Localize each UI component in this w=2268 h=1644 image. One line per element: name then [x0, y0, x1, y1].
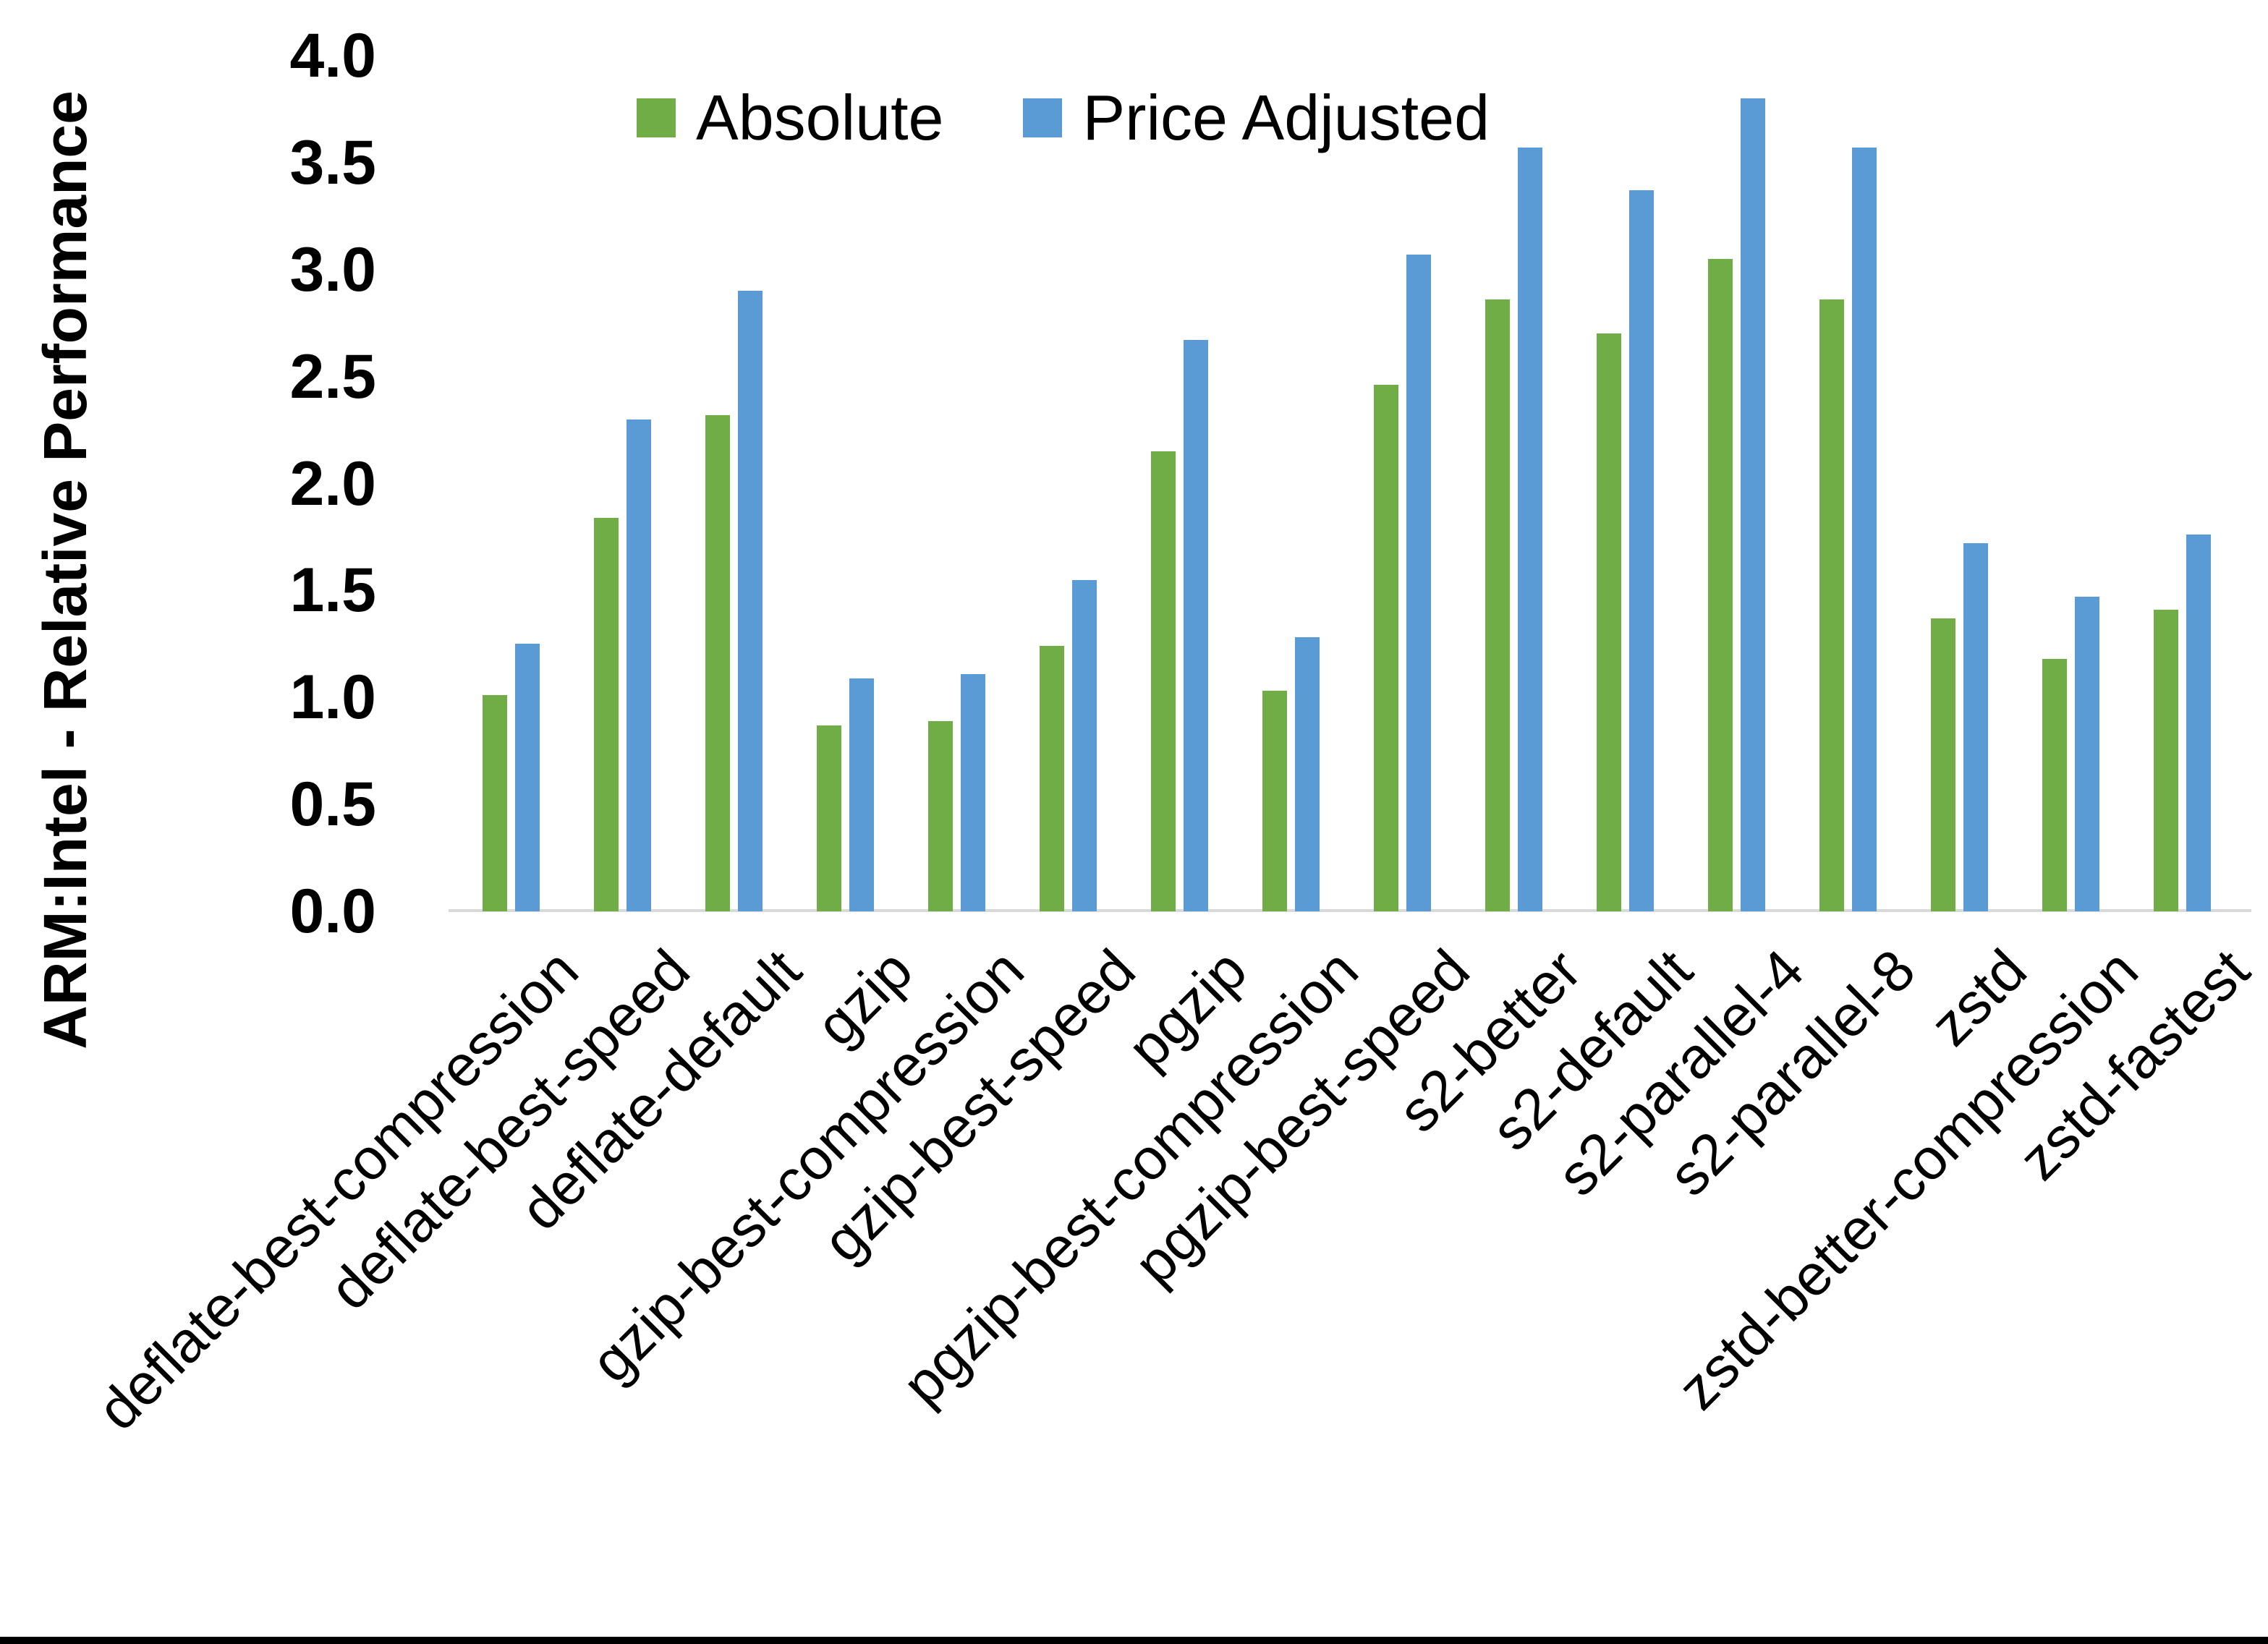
- bar-absolute: [817, 725, 841, 911]
- bar-absolute: [483, 695, 507, 911]
- legend-label-price-adjusted: Price Adjusted: [1082, 82, 1490, 153]
- legend-item-absolute: Absolute: [637, 81, 943, 155]
- y-axis-title: ARM:Intel - Relative Performance: [31, 90, 99, 1049]
- bar-absolute: [1040, 646, 1064, 911]
- y-tick-label: 1.5: [289, 555, 376, 626]
- legend-item-price-adjusted: Price Adjusted: [1023, 81, 1490, 155]
- y-tick-label: 3.5: [289, 127, 376, 197]
- y-tick-label: 0.5: [289, 770, 376, 840]
- bar-price-adjusted: [738, 291, 763, 911]
- y-tick-label: 2.0: [289, 448, 376, 519]
- bar-absolute: [1708, 258, 1733, 911]
- bar-price-adjusted: [1072, 579, 1097, 911]
- bar-price-adjusted: [1852, 148, 1877, 911]
- bar-price-adjusted: [961, 673, 985, 911]
- y-tick-label: 3.0: [289, 234, 376, 304]
- bar-absolute: [1597, 333, 1621, 911]
- bar-absolute: [705, 414, 730, 911]
- x-axis-line: [449, 909, 2251, 912]
- y-tick-label: 1.0: [289, 663, 376, 733]
- bar-price-adjusted: [849, 678, 874, 911]
- legend: Absolute Price Adjusted: [637, 81, 1490, 155]
- bar-absolute: [1485, 299, 1510, 911]
- y-tick-label: 0.0: [289, 877, 376, 946]
- y-tick-label: 2.5: [289, 341, 376, 412]
- bar-price-adjusted: [1741, 98, 1765, 911]
- bar-absolute: [1262, 691, 1287, 911]
- bar-price-adjusted: [515, 644, 540, 911]
- figure-bottom-border: [0, 1637, 2268, 1644]
- y-tick-label: 4.0: [289, 21, 376, 90]
- bar-absolute: [928, 720, 953, 911]
- legend-label-absolute: Absolute: [696, 82, 944, 153]
- bar-absolute: [1151, 451, 1176, 911]
- legend-swatch-absolute: [637, 98, 676, 137]
- bar-price-adjusted: [2186, 534, 2211, 911]
- bar-price-adjusted: [1963, 543, 1988, 911]
- legend-swatch-price-adjusted: [1023, 98, 1063, 137]
- bar-absolute: [594, 517, 619, 911]
- bar-absolute: [1374, 385, 1398, 911]
- bar-price-adjusted: [1295, 637, 1320, 911]
- bar-price-adjusted: [1518, 148, 1542, 911]
- bar-price-adjusted: [627, 419, 651, 911]
- bar-absolute: [2042, 659, 2067, 911]
- bar-absolute: [2154, 609, 2178, 911]
- bar-price-adjusted: [1406, 255, 1431, 911]
- bar-absolute: [1931, 618, 1955, 911]
- bar-price-adjusted: [2075, 597, 2099, 911]
- bar-price-adjusted: [1184, 340, 1208, 911]
- bar-price-adjusted: [1629, 190, 1654, 911]
- bar-absolute: [1819, 299, 1844, 911]
